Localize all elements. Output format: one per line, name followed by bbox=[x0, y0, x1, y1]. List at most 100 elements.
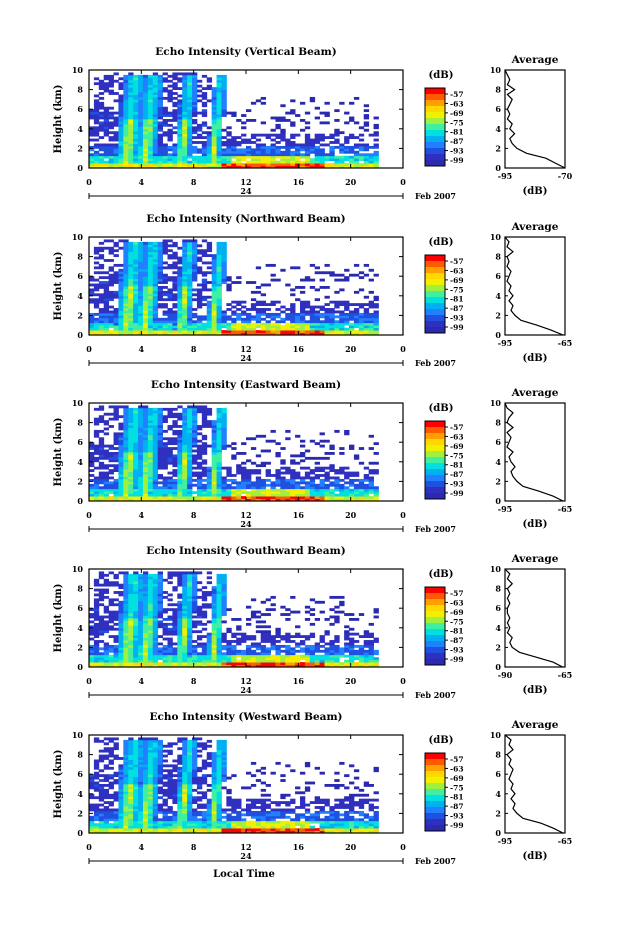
heatmap-cell bbox=[354, 274, 359, 277]
heatmap-cell bbox=[94, 95, 99, 98]
heatmap-cell bbox=[354, 484, 359, 487]
heatmap-cell bbox=[226, 474, 231, 477]
heatmap-cell bbox=[123, 459, 128, 462]
heatmap-cell bbox=[192, 325, 197, 328]
heatmap-cell bbox=[168, 645, 173, 648]
heatmap-cell bbox=[148, 281, 153, 284]
heatmap-cell bbox=[231, 320, 236, 323]
heatmap-cell bbox=[246, 151, 251, 154]
heatmap-cell bbox=[143, 494, 148, 497]
heatmap-cell bbox=[369, 303, 374, 306]
heatmap-cell bbox=[182, 126, 187, 129]
heatmap-cell bbox=[374, 274, 379, 277]
heatmap-cell bbox=[212, 104, 217, 107]
heatmap-cell bbox=[133, 450, 138, 453]
heatmap-cell bbox=[143, 284, 148, 287]
heatmap-cell bbox=[104, 313, 109, 316]
heatmap-cell bbox=[128, 450, 133, 453]
heatmap-cell bbox=[123, 584, 128, 587]
heatmap-cell bbox=[261, 450, 266, 453]
heatmap-cell bbox=[369, 491, 374, 494]
heatmap-cell bbox=[187, 608, 192, 611]
heatmap-cell bbox=[94, 655, 99, 658]
heatmap-cell bbox=[187, 266, 192, 269]
heatmap-cell bbox=[212, 141, 217, 144]
heatmap-cell bbox=[163, 311, 168, 314]
heatmap-cell bbox=[143, 308, 148, 311]
heatmap-cell bbox=[133, 479, 138, 482]
heatmap-cell bbox=[236, 148, 241, 151]
heatmap-cell bbox=[163, 437, 168, 440]
heatmap-cell bbox=[344, 303, 349, 306]
heatmap-cell bbox=[128, 594, 133, 597]
heatmap-cell bbox=[99, 430, 104, 433]
heatmap-cell bbox=[172, 156, 177, 159]
heatmap-cell bbox=[207, 146, 212, 149]
heatmap-cell bbox=[94, 121, 99, 124]
heatmap-cell bbox=[94, 306, 99, 309]
heatmap-cell bbox=[148, 579, 153, 582]
heatmap-cell bbox=[104, 291, 109, 294]
heatmap-cell bbox=[192, 80, 197, 83]
heatmap-cell bbox=[168, 479, 173, 482]
heatmap-cell bbox=[128, 257, 133, 260]
heatmap-cell bbox=[334, 141, 339, 144]
heatmap-cell bbox=[207, 136, 212, 139]
heatmap-cell bbox=[89, 655, 94, 658]
heatmap-cell bbox=[300, 286, 305, 289]
heatmap-cell bbox=[212, 284, 217, 287]
heatmap-cell bbox=[158, 486, 163, 489]
heatmap-cell bbox=[226, 158, 231, 161]
heatmap-cell bbox=[168, 581, 173, 584]
heatmap-cell bbox=[104, 163, 109, 166]
heatmap-cell bbox=[295, 151, 300, 154]
heatmap-cell bbox=[177, 257, 182, 260]
heatmap-cell bbox=[133, 242, 138, 245]
heatmap-cell bbox=[153, 252, 158, 255]
colorbar-tick-label: -63 bbox=[450, 266, 464, 275]
heatmap-cell bbox=[192, 606, 197, 609]
heatmap-cell bbox=[118, 109, 123, 112]
heatmap-cell bbox=[109, 274, 114, 277]
heatmap-cell bbox=[207, 85, 212, 88]
date-suffix: Feb 2007 bbox=[415, 524, 456, 534]
heatmap-cell bbox=[153, 92, 158, 95]
heatmap-cell bbox=[138, 318, 143, 321]
heatmap-cell bbox=[217, 652, 222, 655]
heatmap-cell bbox=[123, 620, 128, 623]
heatmap-cell bbox=[354, 291, 359, 294]
heatmap-cell bbox=[123, 131, 128, 134]
heatmap-cell bbox=[114, 481, 119, 484]
heatmap-cell bbox=[153, 469, 158, 472]
heatmap-cell bbox=[212, 442, 217, 445]
heatmap-cell bbox=[359, 328, 364, 331]
heatmap-cell bbox=[109, 650, 114, 653]
heatmap-cell bbox=[99, 481, 104, 484]
heatmap-cell bbox=[89, 134, 94, 137]
heatmap-cell bbox=[226, 484, 231, 487]
heatmap-cell bbox=[177, 163, 182, 166]
heatmap-cell bbox=[217, 620, 222, 623]
heatmap-cell bbox=[182, 494, 187, 497]
heatmap-cell bbox=[251, 161, 256, 164]
heatmap-cell bbox=[172, 454, 177, 457]
heatmap-cell bbox=[177, 279, 182, 282]
heatmap-cell bbox=[177, 571, 182, 574]
heatmap-cell bbox=[207, 660, 212, 663]
heatmap-cell bbox=[172, 660, 177, 663]
heatmap-cell bbox=[177, 313, 182, 316]
heatmap-cell bbox=[104, 286, 109, 289]
heatmap-cell bbox=[123, 129, 128, 132]
heatmap-cell bbox=[271, 148, 276, 151]
heatmap-cell bbox=[177, 606, 182, 609]
heatmap-cell bbox=[177, 447, 182, 450]
heatmap-cell bbox=[94, 161, 99, 164]
heatmap-cell bbox=[143, 467, 148, 470]
heatmap-cell bbox=[315, 328, 320, 331]
heatmap-cell bbox=[192, 328, 197, 331]
heatmap-cell bbox=[305, 467, 310, 470]
heatmap-cell bbox=[192, 252, 197, 255]
heatmap-cell bbox=[128, 410, 133, 413]
heatmap-cell bbox=[251, 328, 256, 331]
heatmap-cell bbox=[192, 262, 197, 265]
